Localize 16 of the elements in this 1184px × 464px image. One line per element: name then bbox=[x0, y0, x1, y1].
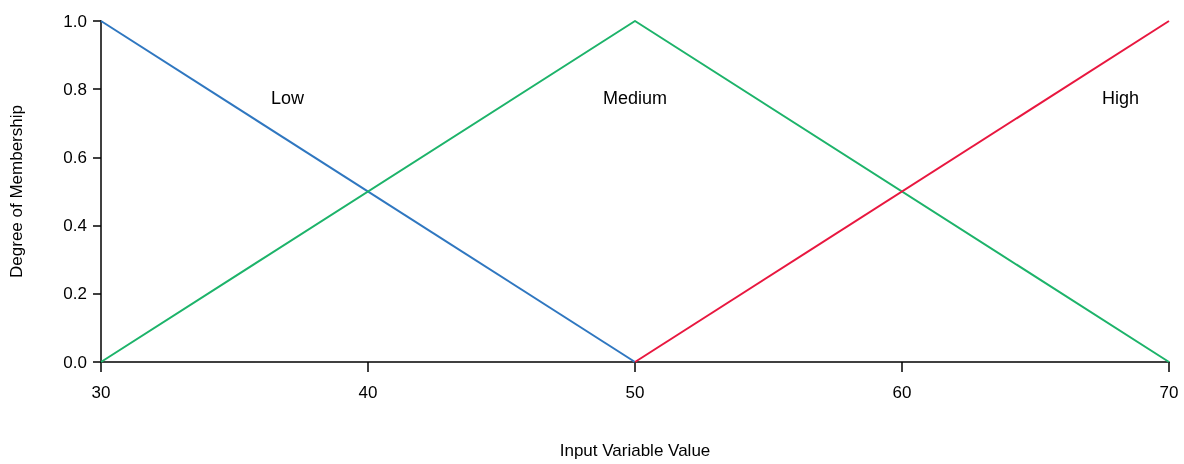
x-tick-label: 50 bbox=[625, 383, 645, 402]
text: Medium bbox=[602, 87, 668, 108]
x-tick-label: 40 bbox=[358, 383, 378, 402]
x-tick-label: 60 bbox=[892, 383, 912, 402]
x-axis-title: Input Variable Value bbox=[559, 441, 711, 460]
y-tick-label: 0.6 bbox=[63, 147, 87, 167]
series-label: Low bbox=[271, 87, 306, 108]
series-label: High bbox=[1101, 87, 1139, 108]
y-tick-label: 0.0 bbox=[63, 352, 87, 372]
x-tick-label: 70 bbox=[1159, 383, 1179, 402]
y-tick-label: 1.0 bbox=[63, 11, 87, 31]
y-tick-label: 0.4 bbox=[63, 216, 87, 236]
y-axis-title: Degree of Membership bbox=[7, 105, 26, 278]
y-tick-label: 0.8 bbox=[63, 79, 87, 99]
y-tick-label: 0.2 bbox=[63, 284, 87, 304]
x-tick-label: 30 bbox=[91, 383, 111, 402]
